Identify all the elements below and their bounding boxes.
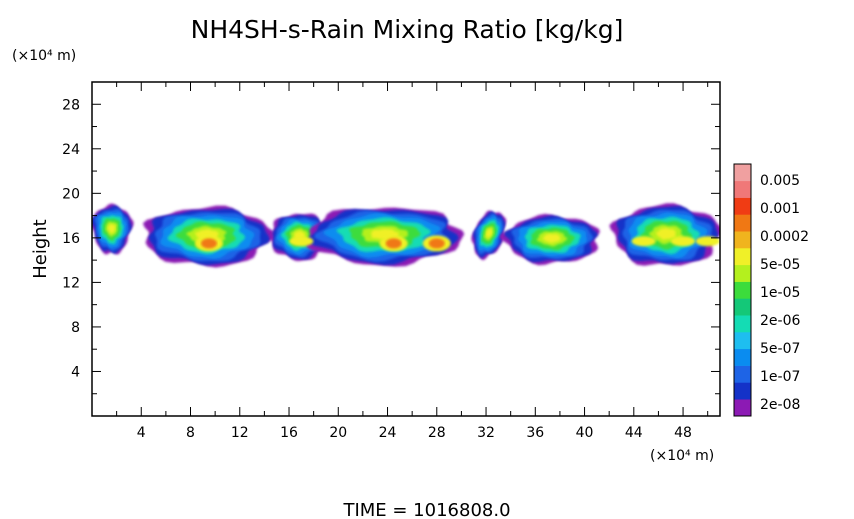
- colorbar-label: 0.001: [760, 201, 800, 217]
- x-tick-label: 4: [137, 425, 146, 441]
- x-tick-label: 16: [280, 425, 298, 441]
- y-tick-label: 16: [62, 231, 80, 247]
- colorbar-swatch: [734, 214, 751, 232]
- colorbar-swatch: [734, 365, 751, 383]
- y-axis-unit: (×10⁴ m): [12, 48, 76, 64]
- colorbar-label: 5e-07: [760, 341, 800, 357]
- colorbar-label: 0.005: [760, 173, 800, 189]
- x-tick-label: 28: [428, 425, 446, 441]
- colorbar-swatch: [734, 315, 751, 333]
- core-orange: [428, 238, 445, 249]
- y-tick-label: 24: [62, 142, 80, 158]
- colorbar-swatch: [734, 164, 751, 182]
- x-axis: 4 8 12 16 20 24 28 32 36 40 44 48: [116, 82, 709, 441]
- cloud-contour: [107, 224, 116, 234]
- y-tick-label: 4: [71, 364, 80, 380]
- colorbar-label: 1e-05: [760, 285, 800, 301]
- y-axis-label: Height: [30, 219, 51, 279]
- core-orange: [200, 238, 217, 249]
- x-tick-label: 32: [477, 425, 495, 441]
- core-yellow: [289, 236, 314, 247]
- x-tick-label: 48: [674, 425, 692, 441]
- plot-frame: [91, 81, 721, 417]
- colorbar-swatch: [734, 298, 751, 316]
- cloud-contour: [542, 233, 561, 243]
- y-tick-label: 12: [62, 275, 80, 291]
- colorbar-swatch: [734, 348, 751, 366]
- colorbar-swatch: [734, 231, 751, 249]
- x-tick-label: 44: [625, 425, 643, 441]
- y-axis: 4 8 12 16 20 24 28: [62, 97, 720, 395]
- chart-title: NH4SH-s-Rain Mixing Ratio [kg/kg]: [191, 15, 624, 44]
- x-tick-label: 36: [526, 425, 544, 441]
- y-tick-label: 8: [71, 320, 80, 336]
- core-orange: [385, 238, 402, 249]
- colorbar-swatch: [734, 332, 751, 350]
- x-tick-label: 20: [329, 425, 347, 441]
- core-yellow: [671, 236, 696, 247]
- x-tick-label: 8: [186, 425, 195, 441]
- y-tick-label: 28: [62, 97, 80, 113]
- colorbar-label: 1e-07: [760, 369, 800, 385]
- x-tick-label: 12: [231, 425, 249, 441]
- cloud-contour: [656, 228, 676, 240]
- core-yellow: [695, 236, 720, 247]
- cloud-field: [92, 203, 720, 268]
- colorbar-label: 0.0002: [760, 229, 809, 245]
- colorbar-label: 2e-08: [760, 397, 800, 413]
- colorbar-swatch: [734, 281, 751, 299]
- colorbar-swatch: [734, 248, 751, 266]
- colorbar-swatch: [734, 382, 751, 400]
- core-yellow: [631, 236, 656, 247]
- colorbar-swatch: [734, 197, 751, 215]
- x-tick-label: 40: [576, 425, 594, 441]
- colorbar-frame: [733, 163, 752, 417]
- colorbar-swatch: [734, 264, 751, 282]
- y-tick-label: 20: [62, 186, 80, 202]
- time-label: TIME = 1016808.0: [342, 500, 510, 519]
- colorbar-label: 5e-05: [760, 257, 800, 273]
- colorbar-swatch: [734, 399, 751, 417]
- colorbar-label: 2e-06: [760, 313, 800, 329]
- colorbar: 2e-08 1e-07 5e-07 2e-06 1e-05 5e-05 0.0002 0.00…: [733, 163, 809, 417]
- cloud-contour: [485, 228, 493, 238]
- x-axis-unit: (×10⁴ m): [650, 448, 714, 464]
- colorbar-swatch: [734, 180, 751, 198]
- x-tick-label: 24: [379, 425, 397, 441]
